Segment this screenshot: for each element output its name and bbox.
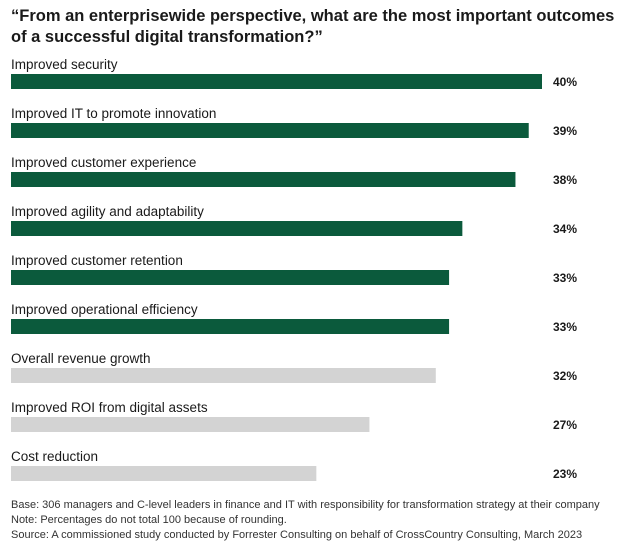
category-label: Improved customer experience	[11, 155, 196, 170]
category-label: Overall revenue growth	[11, 351, 151, 366]
footnotes: Base: 306 managers and C-level leaders i…	[11, 498, 621, 543]
bar	[11, 172, 516, 187]
bar	[11, 123, 529, 138]
bar	[11, 368, 436, 383]
bar	[11, 74, 542, 89]
category-label: Improved security	[11, 57, 118, 72]
bar	[11, 417, 370, 432]
chart-title: “From an enterprisewide perspective, wha…	[11, 6, 616, 48]
value-label: 23%	[553, 467, 577, 481]
category-label: Cost reduction	[11, 449, 98, 464]
value-label: 34%	[553, 222, 577, 236]
bar	[11, 319, 450, 334]
category-label: Improved agility and adaptability	[11, 204, 204, 219]
footnote-note: Note: Percentages do not total 100 becau…	[11, 514, 287, 526]
bar-chart: Improved security 40% Improved IT to promo…	[11, 57, 577, 481]
value-label: 33%	[553, 320, 577, 334]
value-label: 27%	[553, 418, 577, 432]
category-label: Improved operational efficiency	[11, 302, 198, 317]
footnote-base: Base: 306 managers and C-level leaders i…	[11, 499, 600, 511]
chart-title-line-1: “From an enterprisewide perspective, wha…	[11, 7, 615, 25]
bar	[11, 270, 450, 285]
chart-title-line-2: of a successful digital transformation?”	[11, 28, 323, 46]
value-label: 40%	[553, 75, 577, 89]
footnote-source: Source: A commissioned study conducted b…	[11, 529, 583, 541]
bar	[11, 466, 317, 481]
value-label: 33%	[553, 271, 577, 285]
bar	[11, 221, 463, 236]
value-label: 39%	[553, 124, 577, 138]
category-label: Improved ROI from digital assets	[11, 400, 208, 415]
category-label: Improved customer retention	[11, 253, 183, 268]
category-label: Improved IT to promote innovation	[11, 106, 216, 121]
value-label: 32%	[553, 369, 577, 383]
value-label: 38%	[553, 173, 577, 187]
